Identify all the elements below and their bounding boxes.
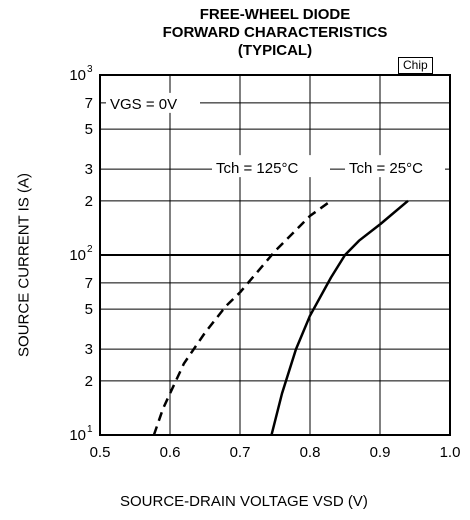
x-axis-label: SOURCE-DRAIN VOLTAGE VSD (V) xyxy=(120,493,368,510)
vgs-annotation: VGS = 0V xyxy=(110,96,177,113)
y-tick-label: 3 xyxy=(85,161,93,178)
x-tick-label: 1.0 xyxy=(440,444,461,461)
series-125c-curve xyxy=(152,199,332,436)
vgs-label-bg xyxy=(106,92,200,113)
y-tick-label: 7 xyxy=(85,275,93,292)
series-25c-curve xyxy=(270,199,409,436)
x-tick-label: 0.7 xyxy=(230,444,251,461)
y-tick-exponent: 3 xyxy=(87,64,93,75)
x-tick-label: 0.6 xyxy=(160,444,181,461)
y-tick-label: 10 xyxy=(69,67,86,84)
y-tick-label: 10 xyxy=(69,247,86,264)
chip-badge: Chip xyxy=(398,57,433,74)
tch125-annotation: Tch = 125°C xyxy=(216,160,298,177)
chart-title-line-2: FORWARD CHARACTERISTICS xyxy=(162,24,388,41)
x-tick-label: 0.9 xyxy=(370,444,391,461)
tch125-label-bg xyxy=(212,155,330,178)
tch25-annotation: Tch = 25°C xyxy=(349,160,423,177)
tch25-label-bg xyxy=(345,155,445,178)
chart-title-line-3: (TYPICAL) xyxy=(237,42,313,59)
y-tick-exponent: 1 xyxy=(87,424,93,435)
chart-title-line-1: FREE-WHEEL DIODE xyxy=(199,6,351,23)
plot-frame xyxy=(99,74,451,436)
y-tick-label: 10 xyxy=(69,427,86,444)
y-tick-label: 3 xyxy=(85,341,93,358)
y-tick-exponent: 2 xyxy=(87,244,93,255)
y-tick-label: 7 xyxy=(85,95,93,112)
y-tick-label: 2 xyxy=(85,193,93,210)
x-tick-label: 0.5 xyxy=(90,444,111,461)
y-tick-label: 2 xyxy=(85,373,93,390)
x-tick-label: 0.8 xyxy=(300,444,321,461)
y-tick-label: 5 xyxy=(85,301,93,318)
y-tick-label: 5 xyxy=(85,121,93,138)
